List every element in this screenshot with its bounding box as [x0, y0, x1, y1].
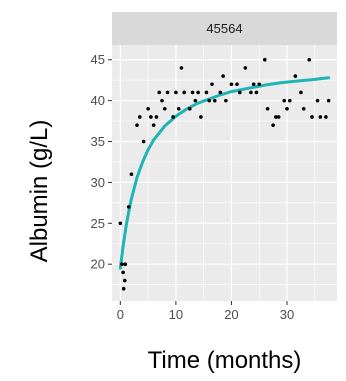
facet-strip-label: 45564 — [206, 21, 242, 36]
data-point — [285, 106, 289, 111]
data-point — [162, 106, 167, 111]
x-tick-label: 0 — [117, 307, 124, 322]
data-point — [299, 90, 303, 95]
data-point — [120, 262, 124, 266]
data-point — [235, 82, 239, 87]
data-point — [324, 115, 328, 119]
data-point — [204, 90, 209, 95]
data-point — [282, 98, 287, 103]
x-axis-title: Time (months) — [148, 347, 302, 374]
data-point — [165, 90, 170, 95]
data-point — [207, 98, 212, 103]
data-point — [151, 123, 156, 127]
data-point — [122, 278, 127, 283]
data-point — [301, 106, 306, 111]
data-point — [326, 98, 331, 103]
data-point — [254, 90, 259, 95]
axes: 0 10 20 30 20 25 30 35 40 45 — [91, 52, 295, 322]
facet-strip — [112, 12, 337, 45]
data-point — [315, 98, 320, 103]
data-point — [271, 123, 275, 127]
data-point — [221, 74, 225, 78]
data-point — [171, 115, 175, 119]
data-point — [182, 90, 187, 95]
y-tick-label: 25 — [91, 216, 105, 231]
data-point — [229, 82, 234, 87]
y-tick-label: 30 — [91, 175, 105, 190]
data-point — [174, 90, 178, 95]
data-points — [118, 57, 331, 291]
data-point — [187, 106, 192, 111]
data-point — [318, 115, 323, 119]
y-tick-label: 35 — [91, 134, 105, 149]
data-point — [293, 74, 298, 78]
data-point — [179, 66, 184, 70]
data-point — [274, 115, 278, 119]
y-axis-title: Albumin (g/L) — [26, 120, 53, 263]
y-tick-label: 45 — [91, 52, 105, 67]
data-point — [154, 115, 159, 119]
data-point — [196, 90, 200, 95]
data-point — [137, 115, 142, 119]
data-point — [210, 82, 214, 87]
y-tick-label: 20 — [91, 257, 105, 272]
data-point — [149, 115, 153, 119]
data-point — [307, 57, 312, 62]
data-point — [257, 82, 262, 87]
data-point — [129, 172, 134, 177]
plot-panel — [112, 45, 337, 301]
data-point — [121, 286, 126, 291]
data-point — [251, 82, 256, 87]
data-point — [237, 90, 242, 95]
x-tick-label: 30 — [280, 307, 294, 322]
data-point — [146, 106, 150, 111]
data-point — [126, 205, 131, 209]
data-point — [262, 57, 267, 62]
data-point — [118, 221, 123, 226]
data-point — [276, 115, 281, 119]
data-point — [141, 139, 146, 144]
data-point — [121, 270, 125, 275]
data-point — [190, 90, 195, 95]
data-point — [199, 115, 203, 119]
data-point — [218, 90, 223, 95]
data-point — [176, 106, 181, 111]
data-point — [224, 98, 228, 103]
fitted-curve — [118, 76, 331, 270]
data-point — [287, 98, 292, 103]
data-point — [212, 98, 217, 103]
x-tick-label: 10 — [169, 307, 183, 322]
data-point — [265, 106, 270, 111]
y-tick-label: 40 — [91, 93, 105, 108]
data-point — [193, 98, 198, 103]
data-point — [160, 98, 164, 103]
data-point — [123, 262, 128, 266]
data-point — [157, 90, 162, 95]
data-point — [310, 115, 314, 119]
data-point — [135, 123, 139, 127]
data-point — [243, 66, 248, 70]
x-tick-label: 20 — [224, 307, 238, 322]
data-point — [249, 90, 253, 95]
